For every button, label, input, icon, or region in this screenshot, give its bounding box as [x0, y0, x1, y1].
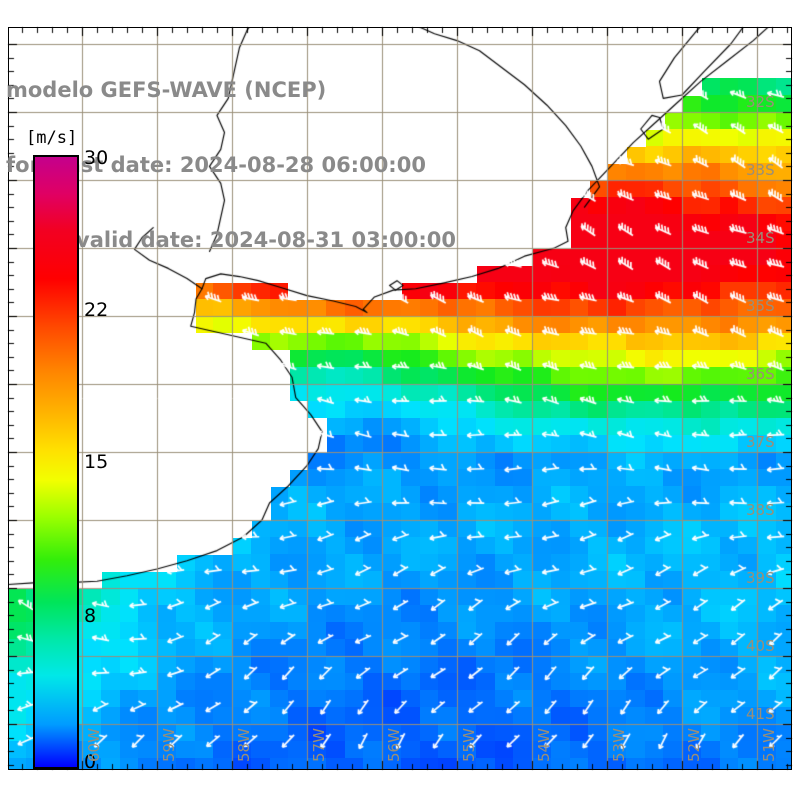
lon-label-59w: 59W [160, 728, 178, 762]
colorbar-tick-22: 22 [84, 299, 109, 321]
lon-label-52w: 52W [685, 728, 703, 762]
lon-label-60w: 60W [85, 728, 103, 762]
lat-label-32s: 32S [746, 93, 775, 111]
lon-label-55w: 55W [460, 728, 478, 762]
lat-label-36s: 36S [746, 365, 775, 383]
model-title: modelo GEFS-WAVE (NCEP) [6, 78, 327, 102]
colorbar-tick-8: 8 [84, 605, 97, 627]
valid-date-title: valid date: 2024-08-31 03:00:00 [76, 228, 456, 252]
colorbar-tick-30: 30 [84, 147, 109, 169]
lon-label-53w: 53W [610, 728, 628, 762]
colorbar-unit-label: [m/s] [26, 128, 78, 148]
lon-label-56w: 56W [385, 728, 403, 762]
lat-label-37s: 37S [746, 433, 775, 451]
lon-label-57w: 57W [310, 728, 328, 762]
lon-label-58w: 58W [235, 728, 253, 762]
lat-label-35s: 35S [746, 297, 775, 315]
lat-label-38s: 38S [746, 501, 775, 519]
colorbar-tick-0: 0 [84, 751, 97, 773]
title-block: modelo GEFS-WAVE (NCEP) forecast date: 2… [6, 28, 526, 303]
colorbar-tick-15: 15 [84, 451, 109, 473]
lat-label-40s: 40S [746, 637, 775, 655]
colorbar[interactable] [33, 155, 79, 769]
lat-label-33s: 33S [746, 161, 775, 179]
lat-label-39s: 39S [746, 569, 775, 587]
lon-label-51w: 51W [760, 728, 778, 762]
colorbar-gradient [33, 155, 79, 769]
lat-label-34s: 34S [746, 229, 775, 247]
lon-label-54w: 54W [535, 728, 553, 762]
lat-label-41s: 41S [746, 705, 775, 723]
